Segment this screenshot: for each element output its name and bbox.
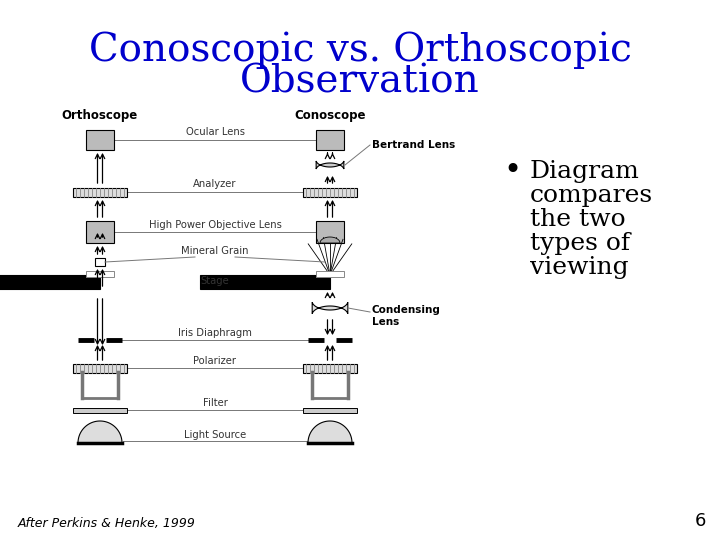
Bar <box>95 258 105 266</box>
Text: •: • <box>503 156 521 185</box>
Text: Stage: Stage <box>201 276 230 286</box>
Text: Orthoscope: Orthoscope <box>62 109 138 122</box>
Bar <box>73 363 127 373</box>
Bar <box>73 408 127 413</box>
Text: the two: the two <box>530 208 626 231</box>
Text: viewing: viewing <box>530 256 629 279</box>
Bar <box>316 221 344 243</box>
Bar <box>303 408 357 413</box>
Text: Conoscopic vs. Orthoscopic: Conoscopic vs. Orthoscopic <box>89 31 631 69</box>
Text: Analyzer: Analyzer <box>193 179 237 189</box>
Text: Polarizer: Polarizer <box>194 356 236 366</box>
Polygon shape <box>316 161 344 169</box>
Text: compares: compares <box>530 184 653 207</box>
Text: Condensing
Lens: Condensing Lens <box>372 305 441 327</box>
Bar <box>316 271 344 277</box>
Bar <box>316 130 344 150</box>
Bar <box>200 275 330 289</box>
Bar <box>73 187 127 197</box>
Bar <box>86 271 114 277</box>
Text: Ocular Lens: Ocular Lens <box>186 127 245 137</box>
Polygon shape <box>320 237 340 243</box>
Text: Bertrand Lens: Bertrand Lens <box>372 140 455 150</box>
Bar <box>0 275 100 289</box>
Polygon shape <box>78 421 122 443</box>
Text: Light Source: Light Source <box>184 430 246 440</box>
Text: Filter: Filter <box>202 398 228 408</box>
Bar <box>86 221 114 243</box>
Bar <box>303 187 357 197</box>
Bar <box>86 130 114 150</box>
Text: Conoscope: Conoscope <box>294 109 366 122</box>
Polygon shape <box>312 302 348 314</box>
Bar <box>303 363 357 373</box>
Text: Diagram: Diagram <box>530 160 640 183</box>
Text: Mineral Grain: Mineral Grain <box>181 246 248 256</box>
Text: High Power Objective Lens: High Power Objective Lens <box>148 220 282 230</box>
Text: After Perkins & Henke, 1999: After Perkins & Henke, 1999 <box>18 517 196 530</box>
Text: 6: 6 <box>695 512 706 530</box>
Text: Observation: Observation <box>240 64 480 100</box>
Text: types of: types of <box>530 232 630 255</box>
Text: Iris Diaphragm: Iris Diaphragm <box>178 328 252 338</box>
Polygon shape <box>308 421 352 443</box>
